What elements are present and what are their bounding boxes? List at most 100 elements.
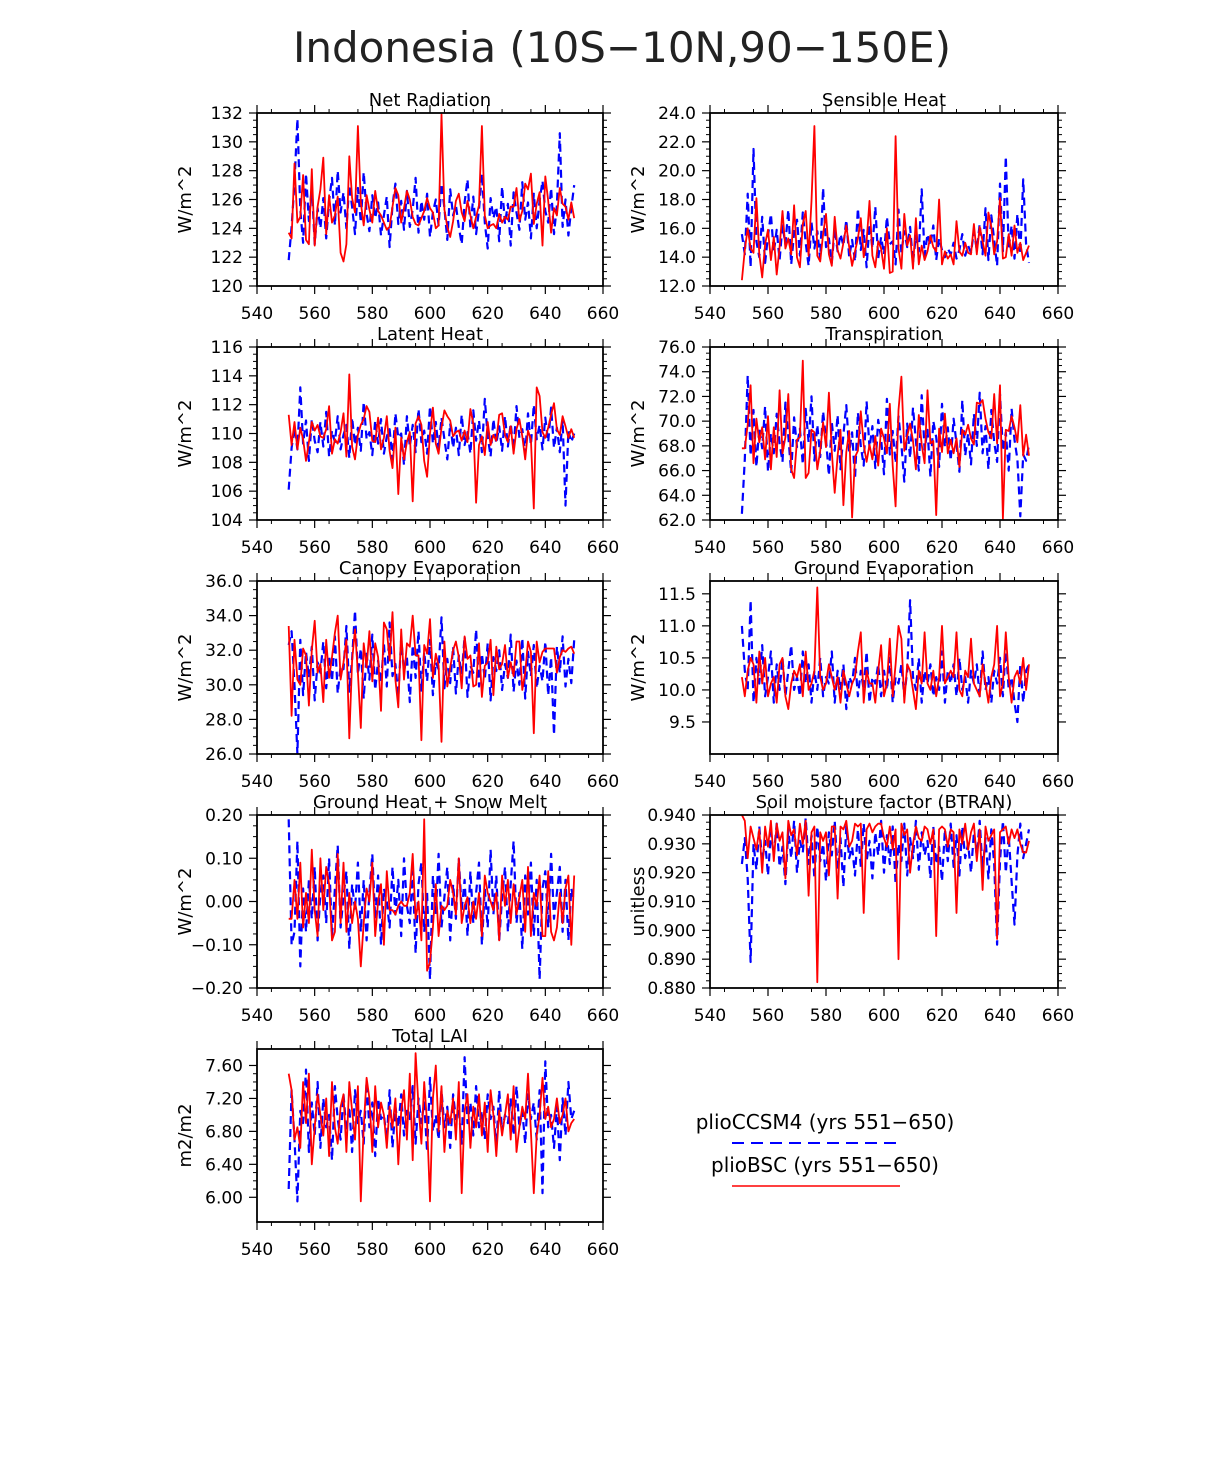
y-tick-label: 66.0	[658, 462, 696, 482]
panel-title: Transpiration	[825, 324, 943, 345]
x-tick-label: 620	[471, 1006, 503, 1026]
x-tick-label: 640	[529, 304, 561, 324]
x-tick-label: 660	[1042, 538, 1074, 558]
x-tick-label: 620	[471, 304, 503, 324]
y-tick-label: 24.0	[658, 104, 696, 124]
panel-title: Sensible Heat	[822, 90, 946, 111]
x-tick-label: 600	[414, 772, 446, 792]
series-line-plioccsm4	[740, 599, 1031, 724]
series-line-plioccsm4	[287, 819, 576, 981]
y-tick-label: 0.890	[647, 950, 696, 970]
x-tick-label: 600	[414, 538, 446, 558]
chart-panel: Canopy Evaporation W/m^2 540 560 580 600 620 64…	[175, 558, 619, 792]
chart-panel: Transpiration W/m^2 540 560 580 600 620 640 660 6…	[628, 324, 1074, 558]
y-tick-label: 64.0	[658, 486, 696, 506]
panel-title: Latent Heat	[377, 324, 483, 345]
y-tick-label: 0.940	[647, 806, 696, 826]
x-tick-label: 660	[1042, 1006, 1074, 1026]
y-tick-label: 10.5	[658, 649, 696, 669]
x-tick-label: 640	[984, 1006, 1016, 1026]
y-tick-label: 34.0	[205, 607, 243, 627]
x-tick-label: 540	[694, 1006, 726, 1026]
y-tick-label: 7.20	[205, 1089, 243, 1109]
panel-title: Total LAI	[391, 1026, 468, 1047]
y-tick-label: 0.10	[205, 849, 243, 869]
x-tick-label: 640	[529, 1006, 561, 1026]
y-tick-label: 70.0	[658, 412, 696, 432]
y-tick-label: 11.0	[658, 617, 696, 637]
x-tick-label: 560	[298, 538, 330, 558]
y-tick-label: 0.920	[647, 864, 696, 884]
y-tick-label: −0.10	[191, 936, 243, 956]
x-tick-label: 580	[356, 538, 388, 558]
series-line-pliobsc	[287, 1052, 575, 1203]
y-tick-label: 114	[211, 367, 243, 387]
y-tick-label: 76.0	[658, 338, 696, 358]
x-tick-label: 660	[1042, 304, 1074, 324]
y-tick-label: −0.20	[191, 979, 243, 999]
y-tick-label: 62.0	[658, 511, 696, 531]
y-tick-label: 122	[211, 248, 243, 268]
x-tick-label: 600	[414, 1006, 446, 1026]
legend-label-b: plioBSC (yrs 551−650)	[711, 1153, 939, 1177]
y-tick-label: 108	[211, 453, 243, 473]
y-tick-label: 104	[211, 511, 243, 531]
x-tick-label: 640	[984, 772, 1016, 792]
y-tick-label: 124	[211, 219, 243, 239]
legend: plioCCSM4 (yrs 551−650) plioBSC (yrs 551…	[696, 1110, 955, 1187]
series-line-plioccsm4	[287, 1056, 576, 1203]
y-tick-label: 28.0	[205, 710, 243, 730]
chart-panel: Ground Heat + Snow Melt W/m^2 540 560 580 600…	[175, 792, 619, 1026]
chart-panel: Total LAI m2/m2 540 560 580 600 620 640 660 6.00 6…	[175, 1026, 619, 1260]
series-line-pliobsc	[287, 113, 576, 263]
y-tick-label: 16.0	[658, 219, 696, 239]
y-tick-label: 128	[211, 162, 243, 182]
y-tick-label: 0.00	[205, 893, 243, 913]
plot-frame	[709, 814, 1059, 989]
chart-panel: Latent Heat W/m^2 540 560 580 600 620 640 660 104…	[175, 324, 619, 558]
x-tick-label: 560	[752, 538, 784, 558]
y-tick-label: 7.60	[205, 1056, 243, 1076]
series-line-pliobsc	[741, 125, 1030, 281]
x-tick-label: 660	[1042, 772, 1074, 792]
x-tick-label: 620	[471, 1240, 503, 1260]
y-tick-label: 106	[211, 482, 243, 502]
x-tick-label: 640	[529, 1240, 561, 1260]
panel-title: Soil moisture factor (BTRAN)	[756, 792, 1013, 813]
chart-panel: Sensible Heat W/m^2 540 560 580 600 620 640 660 1…	[628, 90, 1074, 324]
x-tick-label: 560	[298, 1240, 330, 1260]
x-tick-label: 600	[868, 538, 900, 558]
x-tick-label: 540	[241, 1006, 273, 1026]
y-tick-label: 6.80	[205, 1122, 243, 1142]
plot-frame	[709, 112, 1059, 287]
y-tick-label: 6.00	[205, 1188, 243, 1208]
x-tick-label: 540	[241, 772, 273, 792]
y-axis-label: W/m^2	[175, 400, 196, 468]
x-tick-label: 660	[587, 1240, 619, 1260]
x-tick-label: 620	[926, 1006, 958, 1026]
x-tick-label: 660	[587, 772, 619, 792]
series-line-pliobsc	[741, 359, 1030, 520]
y-tick-label: 20.0	[658, 162, 696, 182]
series-line-pliobsc	[288, 818, 576, 972]
y-tick-label: 120	[211, 277, 243, 297]
y-tick-label: 0.930	[647, 835, 696, 855]
y-tick-label: 10.0	[658, 681, 696, 701]
y-axis-label: W/m^2	[175, 868, 196, 936]
plot-frame	[709, 580, 1059, 755]
y-tick-label: 18.0	[658, 191, 696, 211]
x-tick-label: 600	[868, 1006, 900, 1026]
chart-panel: Ground Evaporation W/m^2 540 560 580 600 620 64…	[628, 558, 1074, 792]
y-tick-label: 32.0	[205, 641, 243, 661]
x-tick-label: 620	[471, 772, 503, 792]
legend-label-a: plioCCSM4 (yrs 551−650)	[696, 1110, 955, 1134]
x-tick-label: 560	[752, 772, 784, 792]
series-line-plioccsm4	[287, 609, 576, 754]
y-tick-label: 116	[211, 338, 243, 358]
series-line-pliobsc	[287, 373, 576, 510]
series-line-pliobsc	[741, 815, 1030, 984]
y-tick-label: 22.0	[658, 133, 696, 153]
y-axis-label: W/m^2	[628, 400, 649, 468]
x-tick-label: 560	[298, 772, 330, 792]
x-tick-label: 540	[694, 538, 726, 558]
